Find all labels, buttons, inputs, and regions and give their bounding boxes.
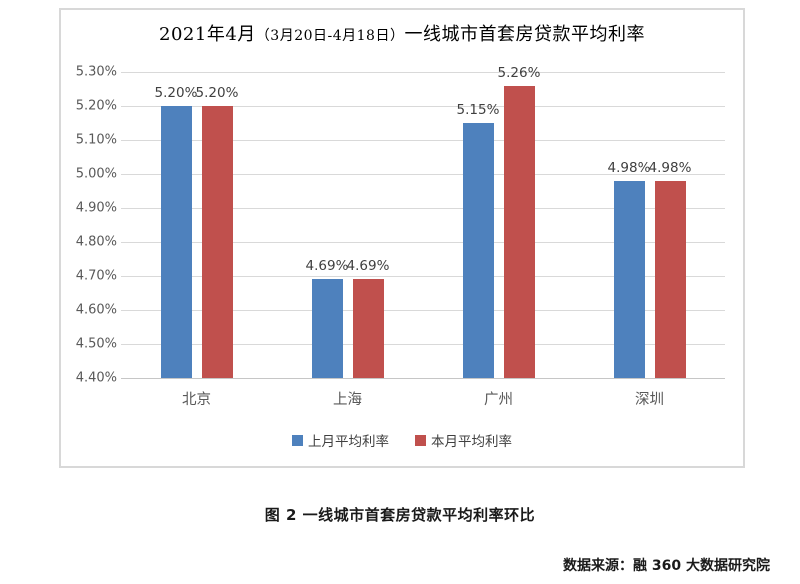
bar-last-month-avg-rate-shenzhen: 4.98% [608, 160, 650, 378]
grid-line [121, 378, 725, 379]
bar-value-label: 4.98% [648, 159, 692, 176]
bar-this-month-avg-rate-shanghai: 4.69% [347, 258, 389, 378]
x-tick-beijing: 北京 [182, 392, 211, 408]
data-source: 数据来源：融 360 大数据研究院 [563, 558, 770, 574]
bar-this-month-avg-rate-beijing: 5.20% [196, 85, 238, 378]
grid-line [121, 72, 725, 73]
bar-value-label: 4.98% [607, 159, 651, 176]
y-tick-label: 4.60% [75, 302, 117, 318]
grid-line [121, 106, 725, 107]
grid-line [121, 344, 725, 345]
figure-caption: 图 2 一线城市首套房贷款平均利率环比 [264, 506, 536, 524]
x-tick-shenzhen: 深圳 [635, 392, 664, 408]
chart-title-date-range: （3月20日-4月18日） [255, 28, 405, 44]
y-tick-label: 4.50% [75, 336, 117, 352]
bar-last-month-avg-rate-guangzhou: 5.15% [457, 102, 499, 378]
bar-this-month-avg-rate-guangzhou: 5.26% [498, 65, 540, 378]
grid-line [121, 208, 725, 209]
bar-value-label: 5.15% [456, 102, 500, 118]
y-axis: 5.30% 5.20% 5.10% 5.00% 4.90% 4.80% 4.70% 4.60%… [65, 65, 117, 386]
grid-line [121, 310, 725, 311]
y-tick-label: 5.30% [75, 64, 117, 80]
legend-swatch-icon [292, 434, 303, 446]
bar-group-shenzhen: 4.98% 4.98% [574, 72, 725, 378]
chart-title-subject: 一线城市首套房贷款平均利率 [404, 24, 645, 45]
bar-value-label: 4.69% [305, 258, 349, 275]
chart-title-period: 2021年4月 [159, 24, 256, 45]
legend-label: 上月平均利率 [308, 434, 389, 450]
grid-line [121, 140, 725, 141]
bar-value-label: 4.69% [346, 258, 390, 275]
grid-line [121, 276, 725, 277]
legend-item-last-month-avg-rate: 上月平均利率 [292, 430, 389, 450]
grid-line [121, 242, 725, 243]
chart-title: 2021年4月（3月20日-4月18日）一线城市首套房贷款平均利率 [61, 20, 743, 46]
y-tick-label: 4.90% [75, 200, 117, 216]
bar-value-label: 5.20% [195, 85, 239, 101]
bar-group-guangzhou: 5.15% 5.26% [423, 65, 574, 378]
x-tick-shanghai: 上海 [333, 392, 362, 408]
bar-value-label: 5.26% [497, 64, 541, 81]
y-tick-label: 4.40% [75, 370, 117, 386]
grid-line [121, 174, 725, 175]
bar-last-month-avg-rate-shanghai: 4.69% [306, 258, 348, 378]
x-axis: 北京 上海 广州 深圳 [121, 388, 725, 409]
y-tick-label: 4.70% [75, 268, 117, 284]
legend-item-this-month-avg-rate: 本月平均利率 [415, 430, 512, 450]
chart-frame: 2021年4月（3月20日-4月18日）一线城市首套房贷款平均利率 5.30% 5… [59, 8, 745, 468]
legend: 上月平均利率 本月平均利率 [61, 430, 743, 450]
y-tick-label: 5.00% [75, 166, 117, 182]
y-tick-label: 5.20% [75, 98, 117, 114]
bar-group-shanghai: 4.69% 4.69% [272, 72, 423, 378]
bars-row: 5.20% 5.20% 4.69% 4.69% 5.15% 5.26% 4.98% 4.98% [121, 65, 725, 378]
y-tick-label: 4.80% [75, 234, 117, 250]
legend-swatch-icon [415, 434, 426, 446]
bar-this-month-avg-rate-shenzhen: 4.98% [649, 160, 691, 378]
bar-value-label: 5.20% [154, 85, 198, 101]
legend-label: 本月平均利率 [431, 434, 512, 450]
x-tick-guangzhou: 广州 [484, 392, 513, 408]
y-tick-label: 5.10% [75, 132, 117, 148]
bar-last-month-avg-rate-beijing: 5.20% [155, 85, 197, 378]
bar-group-beijing: 5.20% 5.20% [121, 72, 272, 378]
plot-area: 5.20% 5.20% 4.69% 4.69% 5.15% 5.26% 4.98% 4.98% [121, 65, 725, 379]
